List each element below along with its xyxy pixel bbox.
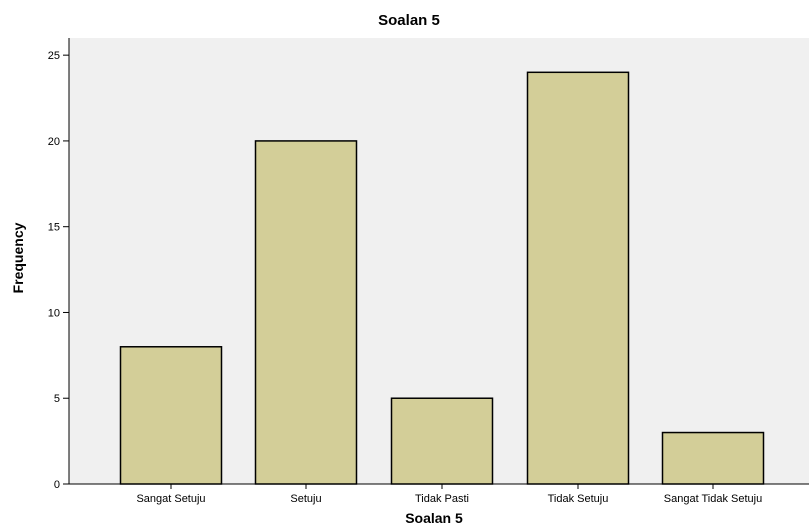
y-axis-title: Frequency xyxy=(10,222,26,293)
x-tick-label-1: Setuju xyxy=(290,493,321,505)
bar-2 xyxy=(390,397,494,485)
y-tick-label-10: 10 xyxy=(48,307,60,319)
y-tick-label-25: 25 xyxy=(48,50,60,62)
x-axis: Sangat Setuju Setuju Tidak Pasti Tidak Setu… xyxy=(69,483,809,505)
y-tick-label-20: 20 xyxy=(48,136,60,148)
bars xyxy=(119,71,765,485)
bar-4 xyxy=(661,431,765,485)
bar-3 xyxy=(526,71,630,485)
y-tick-label-5: 5 xyxy=(54,393,60,405)
bar-1 xyxy=(254,140,358,485)
x-tick-label-3: Tidak Setuju xyxy=(548,493,609,505)
chart-title: Soalan 5 xyxy=(378,12,440,29)
x-axis-title: Soalan 5 xyxy=(405,510,463,526)
x-tick-label-2: Tidak Pasti xyxy=(415,493,469,505)
y-axis: 0 5 10 15 20 25 xyxy=(48,38,70,491)
bar-0 xyxy=(119,346,223,485)
x-tick-label-0: Sangat Setuju xyxy=(136,493,205,505)
y-tick-label-0: 0 xyxy=(54,479,60,491)
x-tick-label-4: Sangat Tidak Setuju xyxy=(664,493,762,505)
y-tick-label-15: 15 xyxy=(48,222,60,234)
